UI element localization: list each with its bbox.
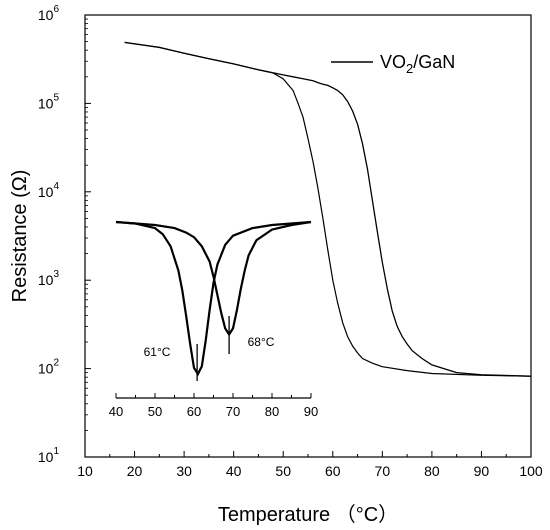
x-tick-label: 60 xyxy=(325,463,341,479)
y-tick-label: 101 xyxy=(38,446,60,465)
series-line-cooling xyxy=(124,41,532,377)
y-tick-exponent: 1 xyxy=(53,446,59,457)
inset-curve-1 xyxy=(115,220,312,377)
y-tick-label: 104 xyxy=(38,181,60,200)
y-tick-base: 10 xyxy=(38,361,54,377)
x-tick-label: 70 xyxy=(375,463,391,479)
inset-tick-label: 60 xyxy=(187,404,201,419)
y-tick-exponent: 2 xyxy=(53,358,59,369)
y-tick-label: 106 xyxy=(38,4,60,23)
peak-label-1: 61°C xyxy=(144,345,171,359)
legend-main: VO xyxy=(380,52,406,72)
series-line-heating xyxy=(124,41,532,377)
main-series-group xyxy=(124,41,532,377)
x-tick-label: 50 xyxy=(275,463,291,479)
main-plot-frame xyxy=(84,14,532,458)
legend-label: VO2/GaN xyxy=(380,52,455,76)
y-tick-label: 102 xyxy=(38,358,60,377)
y-tick-label: 105 xyxy=(38,92,60,111)
y-tick-exponent: 3 xyxy=(53,269,59,280)
inset-tick-label: 80 xyxy=(265,404,279,419)
y-tick-exponent: 5 xyxy=(53,92,59,103)
inset-tick-label: 70 xyxy=(226,404,240,419)
y-tick-base: 10 xyxy=(38,449,54,465)
x-tick-label: 100 xyxy=(519,463,543,479)
inset-x-axis: 40 50 60 70 80 90 xyxy=(109,393,318,419)
y-tick-exponent: 4 xyxy=(53,181,59,192)
y-tick-base: 10 xyxy=(38,272,54,288)
inset-annotations: 61°C 68°C xyxy=(144,316,275,381)
y-tick-label: 103 xyxy=(38,269,60,288)
x-tick-label: 90 xyxy=(474,463,490,479)
x-tick-label: 30 xyxy=(176,463,192,479)
x-tick-label: 80 xyxy=(424,463,440,479)
y-axis-title: Resistance (Ω) xyxy=(9,170,31,303)
peak-label-2: 68°C xyxy=(248,335,275,349)
x-tick-label: 20 xyxy=(127,463,143,479)
inset-tick-label: 50 xyxy=(148,404,162,419)
x-axis-title: Temperature （°C） xyxy=(218,503,398,526)
y-tick-base: 10 xyxy=(38,95,54,111)
inset-curve-2 xyxy=(115,220,312,337)
inset-series-group xyxy=(115,220,312,377)
y-tick-exponent: 6 xyxy=(53,4,59,15)
y-tick-base: 10 xyxy=(38,7,54,23)
inset-tick-label: 40 xyxy=(109,404,123,419)
inset-tick-label: 90 xyxy=(304,404,318,419)
y-tick-base: 10 xyxy=(38,184,54,200)
legend-rest: /GaN xyxy=(413,52,455,72)
legend-subscript: 2 xyxy=(406,61,413,76)
x-tick-label: 10 xyxy=(77,463,93,479)
x-tick-label: 40 xyxy=(226,463,242,479)
main-x-axis: 10 20 30 40 50 60 70 80 90 100 xyxy=(77,451,543,479)
